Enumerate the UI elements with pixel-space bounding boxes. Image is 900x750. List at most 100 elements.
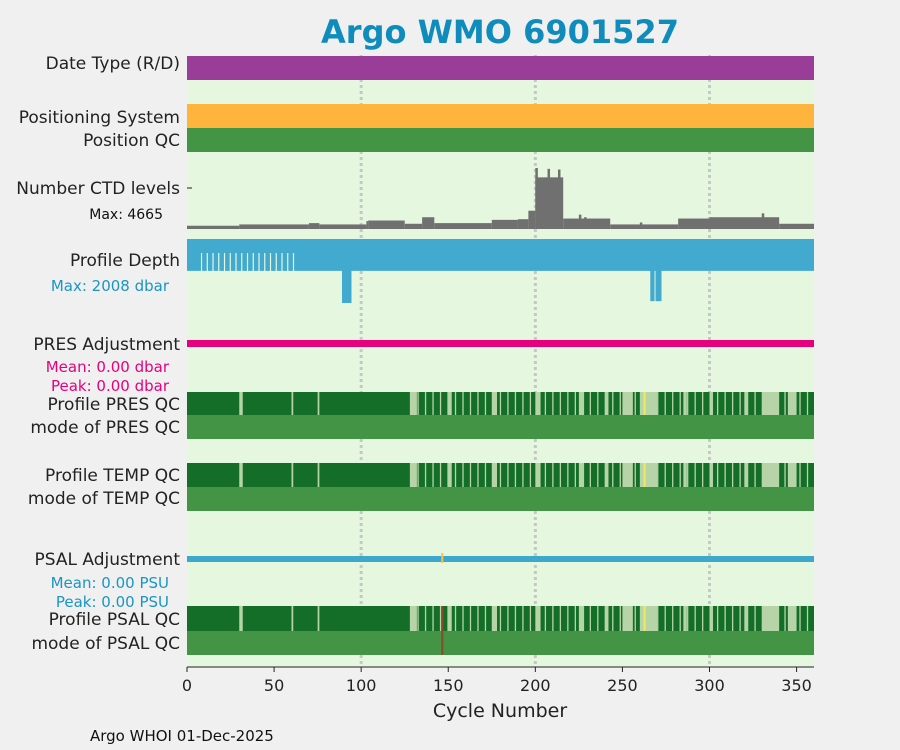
profile-temp-qc-stripe bbox=[709, 463, 711, 487]
profile-temp-qc-good-segment-6 bbox=[497, 463, 536, 487]
profile-depth-gap bbox=[218, 253, 220, 271]
profile-psal-qc-stripe bbox=[642, 606, 644, 631]
profile-pres-qc-stripe bbox=[612, 392, 614, 415]
profile-pres-qc-stripe bbox=[454, 392, 457, 415]
profile-psal-qc-stripe bbox=[761, 606, 764, 631]
profile-psal-qc-stripe bbox=[799, 606, 801, 631]
label-psal-peak: Peak: 0.00 PSU bbox=[56, 593, 169, 611]
profile-temp-qc-stripe bbox=[806, 463, 809, 487]
profile-temp-qc-stripe bbox=[776, 463, 779, 487]
profile-psal-qc-stripe bbox=[679, 606, 681, 631]
ctd-levels-bar-0 bbox=[187, 225, 240, 229]
profile-psal-qc-stripe bbox=[604, 606, 606, 631]
profile-depth-cap bbox=[187, 239, 295, 252]
profile-pres-qc-stripe bbox=[672, 392, 674, 415]
profile-pres-qc-stripe bbox=[514, 392, 517, 415]
label-profile-temp-qc: Profile TEMP QC bbox=[45, 466, 180, 486]
profile-pres-qc-stripe bbox=[417, 392, 419, 415]
profile-pres-qc-stripe bbox=[484, 392, 487, 415]
ctd-levels-bar-16 bbox=[709, 217, 780, 229]
profile-pres-qc-stripe bbox=[694, 392, 696, 415]
profile-depth-gap bbox=[241, 253, 243, 271]
ctd-levels-bar-10 bbox=[517, 219, 529, 229]
profile-pres-qc-stripe bbox=[582, 392, 584, 415]
profile-psal-qc-stripe bbox=[589, 606, 591, 631]
profile-psal-qc-stripe bbox=[724, 606, 726, 631]
profile-psal-qc-stripe bbox=[784, 606, 786, 631]
profile-depth-bar-1 bbox=[294, 239, 814, 271]
ctd-levels-bar-9 bbox=[491, 219, 518, 229]
label-date-type: Date Type (R/D) bbox=[46, 54, 180, 74]
profile-psal-qc-stripe bbox=[424, 606, 427, 631]
profile-depth-spike-4 bbox=[348, 239, 352, 303]
profile-temp-qc-stripe bbox=[469, 463, 472, 487]
profile-temp-qc-good-segment-11 bbox=[657, 463, 684, 487]
profile-psal-qc-stripe bbox=[544, 606, 547, 631]
ctd-levels-bar-1 bbox=[239, 224, 309, 229]
profile-psal-qc-stripe bbox=[574, 606, 576, 631]
profile-psal-qc-flag bbox=[643, 606, 646, 631]
profile-pres-qc-good-segment-8 bbox=[584, 392, 605, 415]
profile-pres-qc-stripe bbox=[634, 392, 636, 415]
positioning-system-band bbox=[187, 104, 814, 128]
psal-qc-flag bbox=[441, 606, 444, 655]
label-profile-depth: Profile Depth bbox=[70, 251, 180, 271]
profile-temp-qc-stripe bbox=[799, 463, 801, 487]
profile-psal-qc-stripe bbox=[634, 606, 636, 631]
profile-psal-qc-stripe bbox=[417, 606, 419, 631]
profile-pres-qc-stripe bbox=[627, 392, 629, 415]
profile-pres-qc-good-segment-15 bbox=[779, 392, 788, 415]
label-pres-adjustment: PRES Adjustment bbox=[33, 335, 180, 355]
profile-psal-qc-stripe bbox=[552, 606, 554, 631]
profile-pres-qc-stripe bbox=[589, 392, 591, 415]
x-tick-label-250: 250 bbox=[607, 676, 638, 695]
profile-psal-qc-good-segment-11 bbox=[657, 606, 684, 631]
x-axis-label: Cycle Number bbox=[433, 700, 567, 722]
profile-temp-qc-stripe bbox=[739, 463, 741, 487]
profile-pres-qc-good-segment-11 bbox=[657, 392, 684, 415]
data-marks bbox=[187, 56, 814, 655]
ctd-levels-spike-6 bbox=[761, 213, 765, 229]
ctd-levels-bar-7 bbox=[422, 217, 435, 229]
profile-temp-qc-stripe bbox=[597, 463, 599, 487]
profile-temp-qc-stripe bbox=[791, 463, 794, 487]
profile-psal-qc-stripe bbox=[507, 606, 509, 631]
x-tick-label-300: 300 bbox=[694, 676, 725, 695]
profile-temp-qc-stripe bbox=[417, 463, 419, 487]
profile-pres-qc-good-segment-12 bbox=[686, 392, 710, 415]
profile-pres-qc-stripe bbox=[806, 392, 809, 415]
label-depth-max: Max: 2008 dbar bbox=[51, 277, 170, 295]
profile-temp-qc-good-segment-2 bbox=[293, 463, 318, 487]
profile-depth-gap bbox=[269, 253, 272, 271]
profile-depth-spike-5 bbox=[650, 239, 653, 302]
profile-depth-gap bbox=[223, 253, 226, 271]
profile-temp-qc-stripe bbox=[432, 463, 434, 487]
profile-temp-qc-stripe bbox=[731, 463, 734, 487]
profile-depth-gap bbox=[275, 253, 277, 271]
date-type-band bbox=[187, 56, 814, 80]
label-profile-pres-qc: Profile PRES QC bbox=[47, 395, 180, 415]
profile-psal-qc-stripe bbox=[627, 606, 629, 631]
profile-temp-qc-stripe bbox=[552, 463, 554, 487]
profile-pres-qc-stripe bbox=[746, 392, 749, 415]
label-mode-temp-qc: mode of TEMP QC bbox=[28, 489, 180, 509]
profile-pres-qc-stripe bbox=[679, 392, 681, 415]
profile-temp-qc-stripe bbox=[649, 463, 651, 487]
profile-pres-qc-stripe bbox=[424, 392, 427, 415]
profile-temp-qc-stripe bbox=[454, 463, 457, 487]
profile-pres-qc-good-segment-10 bbox=[632, 392, 640, 415]
profile-temp-qc-stripe bbox=[657, 463, 659, 487]
profile-pres-qc-stripe bbox=[731, 392, 734, 415]
profile-pres-qc-stripe bbox=[492, 392, 494, 415]
label-mode-pres-qc: mode of PRES QC bbox=[30, 418, 180, 438]
profile-pres-qc-stripe bbox=[769, 392, 771, 415]
profile-pres-qc-stripe bbox=[657, 392, 659, 415]
profile-psal-qc-stripe bbox=[529, 606, 532, 631]
profile-temp-qc-good-segment-12 bbox=[686, 463, 710, 487]
profile-depth-spike-1 bbox=[343, 239, 347, 303]
profile-psal-qc-stripe bbox=[739, 606, 741, 631]
profile-temp-qc-stripe bbox=[537, 463, 539, 487]
profile-temp-qc-stripe bbox=[612, 463, 614, 487]
x-tick-label-200: 200 bbox=[520, 676, 551, 695]
profile-psal-qc-stripe bbox=[657, 606, 659, 631]
